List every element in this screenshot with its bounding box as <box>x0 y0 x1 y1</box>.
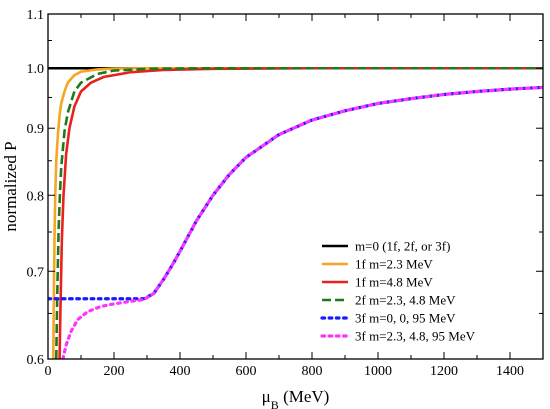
x-tick-label: 800 <box>302 364 323 379</box>
y-tick-label: 0.6 <box>27 353 45 368</box>
legend-label-6: 3f m=2.3, 4.8, 95 MeV <box>355 329 476 344</box>
x-tick-label: 400 <box>170 364 191 379</box>
legend-label-4: 2f m=2.3, 4.8 MeV <box>355 293 456 308</box>
series-line-3 <box>58 66 543 359</box>
x-tick-label: 200 <box>104 364 125 379</box>
y-tick-label: 1.0 <box>27 62 45 77</box>
y-tick-label: 0.7 <box>27 265 45 280</box>
series-line-4 <box>54 66 543 359</box>
x-tick-label: 0 <box>45 364 52 379</box>
series-line-5 <box>48 85 543 301</box>
x-tick-label: 1000 <box>364 364 392 379</box>
x-tick-label: 1400 <box>496 364 524 379</box>
y-tick-label: 0.8 <box>27 189 45 204</box>
plot-frame <box>47 13 544 360</box>
legend-label-2: 1f m=2.3 MeV <box>355 257 433 272</box>
x-tick-label: 600 <box>236 364 257 379</box>
series-line-6 <box>61 85 543 359</box>
tick-labels-layer: 0 200 400 600 800 1000 1200 1400 0.6 0.7 0.8 0.9 1.0… <box>27 8 525 379</box>
legend-label-1: m=0 (1f, 2f, or 3f) <box>355 239 450 254</box>
legend-label-5: 3f m=0, 0, 95 MeV <box>355 311 456 326</box>
legend: m=0 (1f, 2f, or 3f) 1f m=2.3 MeV 1f m=4.8 … <box>320 239 476 344</box>
x-tick-label: 1200 <box>430 364 458 379</box>
y-tick-label: 0.9 <box>27 122 45 137</box>
y-tick-label: 1.1 <box>27 8 45 23</box>
ticks-layer <box>47 13 543 360</box>
x-axis-label: μB (MeV) <box>262 387 330 409</box>
legend-label-3: 1f m=4.8 MeV <box>355 275 433 290</box>
series-layer <box>48 66 543 359</box>
y-axis-label: normalized P <box>1 141 20 231</box>
series-line-2 <box>51 66 543 359</box>
